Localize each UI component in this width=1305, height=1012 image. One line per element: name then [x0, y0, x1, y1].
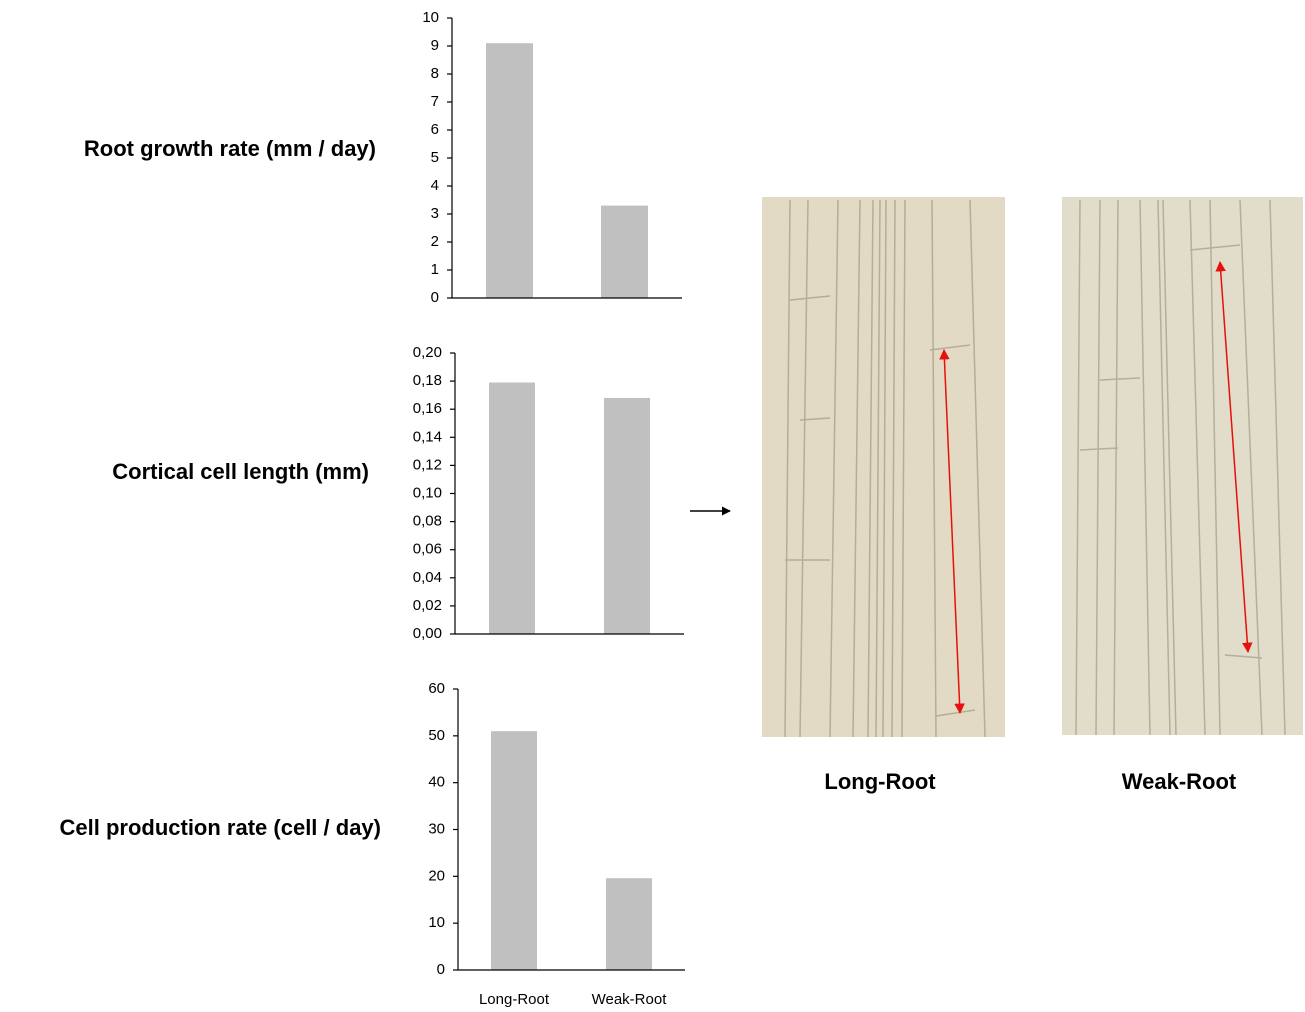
y-tick-label: 0,04	[413, 569, 442, 586]
y-tick-label: 0,18	[413, 372, 442, 389]
micrograph	[1062, 197, 1303, 735]
y-tick-label: 50	[428, 727, 445, 744]
y-tick-label: 0,10	[413, 484, 442, 501]
y-tick-label: 0,20	[413, 344, 442, 361]
bar	[486, 43, 533, 298]
chart-title: Root growth rate (mm / day)	[84, 136, 376, 161]
chart-title: Cell production rate (cell / day)	[59, 815, 381, 840]
y-tick-label: 2	[431, 233, 439, 250]
y-tick-label: 20	[428, 867, 445, 884]
y-tick-label: 4	[431, 177, 439, 194]
x-tick-label: Weak-Root	[592, 991, 668, 1008]
image-label: Weak-Root	[1122, 769, 1237, 794]
y-tick-label: 0,14	[413, 428, 442, 445]
y-tick-label: 8	[431, 65, 439, 82]
bar	[604, 398, 650, 634]
y-tick-label: 60	[428, 680, 445, 697]
bar	[491, 731, 537, 970]
y-tick-label: 0,02	[413, 597, 442, 614]
y-tick-label: 6	[431, 121, 439, 138]
y-tick-label: 10	[428, 914, 445, 931]
y-tick-label: 0	[437, 961, 445, 978]
y-tick-label: 0,00	[413, 625, 442, 642]
chart-title: Cortical cell length (mm)	[112, 459, 369, 484]
y-tick-label: 0,08	[413, 513, 442, 530]
y-tick-label: 0	[431, 289, 439, 306]
y-tick-label: 5	[431, 149, 439, 166]
y-tick-label: 3	[431, 205, 439, 222]
bar	[606, 878, 652, 970]
y-tick-label: 0,16	[413, 400, 442, 417]
bar	[489, 383, 535, 634]
y-tick-label: 1	[431, 261, 439, 278]
y-tick-label: 30	[428, 820, 445, 837]
micrograph	[762, 197, 1005, 737]
bar	[601, 206, 648, 298]
y-tick-label: 0,12	[413, 456, 442, 473]
figure: Long-Root Weak-Root Root growth rate (mm…	[0, 0, 1305, 1012]
y-tick-label: 7	[431, 93, 439, 110]
y-tick-label: 40	[428, 774, 445, 791]
y-tick-label: 0,06	[413, 541, 442, 558]
y-tick-label: 10	[422, 9, 439, 26]
image-label: Long-Root	[824, 769, 936, 794]
x-tick-label: Long-Root	[479, 991, 550, 1008]
y-tick-label: 9	[431, 37, 439, 54]
